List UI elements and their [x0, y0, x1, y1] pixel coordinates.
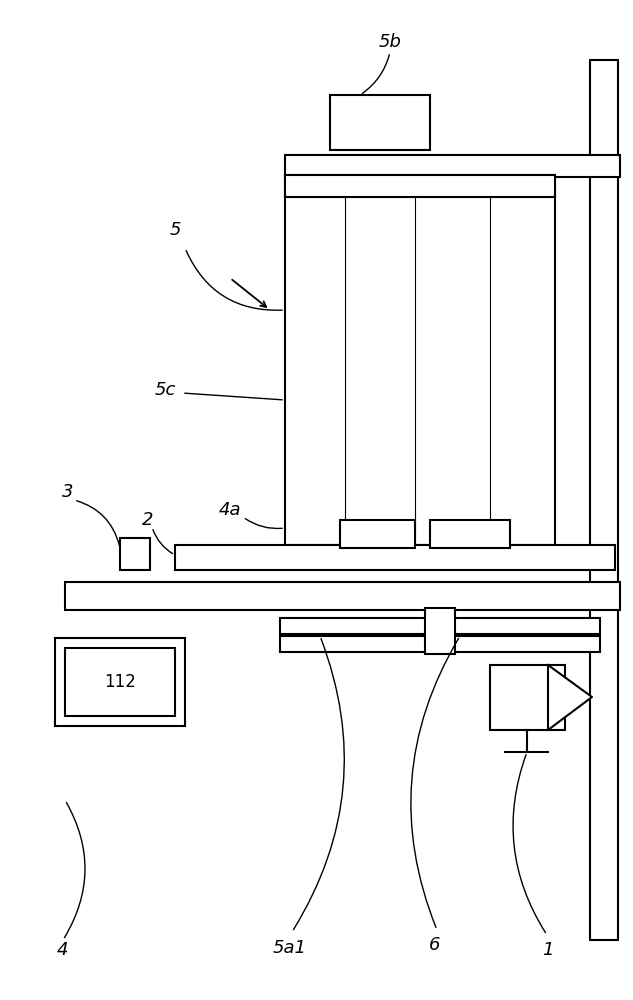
- Bar: [120, 538, 150, 570]
- Text: 5b: 5b: [379, 33, 401, 51]
- Bar: [65, 648, 175, 716]
- Bar: [175, 545, 615, 570]
- Bar: [425, 608, 455, 654]
- Bar: [280, 618, 430, 634]
- Text: 3: 3: [62, 483, 74, 501]
- Bar: [450, 636, 600, 652]
- Bar: [65, 582, 620, 610]
- Bar: [285, 175, 555, 545]
- Bar: [450, 618, 600, 634]
- Text: 5: 5: [169, 221, 181, 239]
- Bar: [490, 665, 565, 730]
- Text: 6: 6: [429, 936, 441, 954]
- Text: 1: 1: [542, 941, 554, 959]
- Text: 112: 112: [104, 673, 136, 691]
- Text: 5c: 5c: [154, 381, 176, 399]
- Text: 4: 4: [56, 941, 68, 959]
- Bar: [330, 95, 430, 150]
- Text: 4a: 4a: [219, 501, 241, 519]
- Bar: [590, 60, 618, 940]
- Text: 2: 2: [142, 511, 154, 529]
- Bar: [430, 520, 510, 548]
- Bar: [55, 638, 185, 726]
- Bar: [280, 636, 430, 652]
- Text: 5a1: 5a1: [273, 939, 307, 957]
- Bar: [285, 175, 555, 197]
- Bar: [285, 155, 620, 177]
- Bar: [340, 520, 415, 548]
- Polygon shape: [548, 665, 592, 730]
